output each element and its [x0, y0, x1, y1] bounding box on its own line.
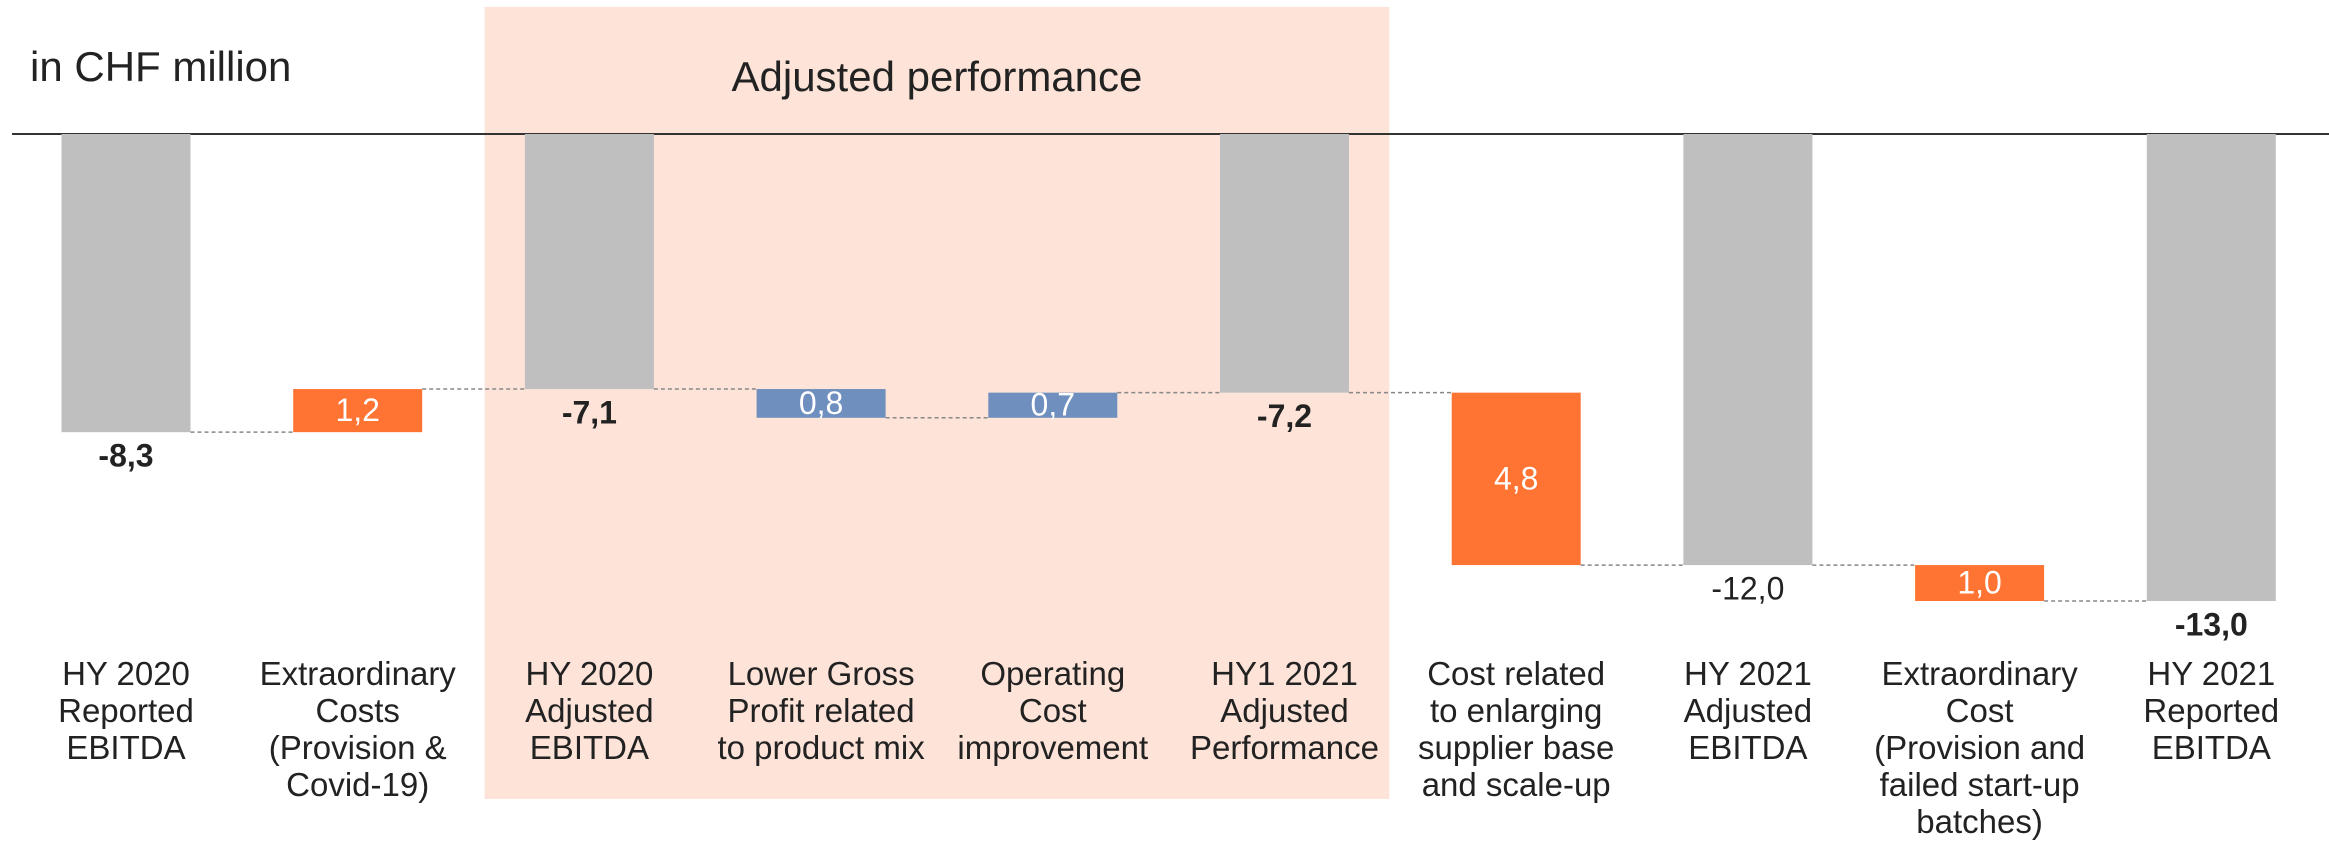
category-label-line: (Provision & [269, 729, 447, 766]
bar [2146, 134, 2276, 601]
category-label-line: supplier base [1418, 729, 1614, 766]
category-label-line: EBITDA [1688, 729, 1807, 766]
category-label-line: EBITDA [2152, 729, 2271, 766]
category-label-line: Cost related [1427, 655, 1605, 692]
bar [1915, 565, 2045, 601]
category-label-line: Adjusted [525, 692, 653, 729]
category-label-line: HY 2020 [525, 655, 653, 692]
category-label-line: Reported [2143, 692, 2279, 729]
bar [1220, 134, 1349, 393]
category-label-line: failed start-up [1880, 766, 2080, 803]
category-label-line: EBITDA [530, 729, 649, 766]
category-label-line: EBITDA [66, 729, 185, 766]
value-label: 0,8 [799, 385, 843, 421]
category-label-line: HY1 2021 [1211, 655, 1358, 692]
category-label: Lower Gross Profit related to product mix [717, 655, 925, 766]
category-label-line: Cost [1946, 692, 2014, 729]
bar [988, 392, 1118, 418]
highlight-label: Adjusted performance [731, 53, 1142, 100]
category-label: Extraordinary Cost (Provision and failed st… [1874, 655, 2085, 840]
category-label-line: Extraordinary [1881, 655, 2078, 692]
category-label-line: Cost [1019, 692, 1087, 729]
value-label: 0,7 [1031, 387, 1075, 423]
category-label-line: Covid-19) [286, 766, 429, 803]
category-label-line: (Provision and [1874, 729, 2085, 766]
value-label: -8,3 [98, 438, 153, 474]
value-label: 1,2 [335, 392, 379, 428]
category-label-line: Extraordinary [260, 655, 457, 692]
category-label: Cost related to enlarging supplier base and… [1418, 655, 1614, 803]
category-label: Extraordinary Costs (Provision & Covid-19) [260, 655, 457, 803]
value-label: -7,1 [562, 395, 617, 431]
category-label-line: HY 2021 [2147, 655, 2275, 692]
category-label-line: and scale-up [1422, 766, 1611, 803]
value-label: -7,2 [1257, 398, 1312, 434]
category-label: HY1 2021 Adjusted Performance [1190, 655, 1379, 766]
bar [756, 389, 886, 418]
bar [524, 134, 654, 390]
value-label: -13,0 [2175, 606, 2248, 642]
category-label-line: Adjusted [1684, 692, 1812, 729]
value-label: -12,0 [1711, 571, 1784, 607]
category-label-line: HY 2020 [62, 655, 190, 692]
bar [1451, 392, 1581, 566]
category-label-line: Lower Gross [728, 655, 915, 692]
category-label-line: Reported [58, 692, 194, 729]
bar [1683, 134, 1813, 566]
category-label: HY 2021 Adjusted EBITDA [1684, 655, 1812, 766]
unit-label: in CHF million [30, 43, 291, 90]
bar [61, 134, 191, 433]
category-label: HY 2020 Adjusted EBITDA [525, 655, 653, 766]
category-label-line: Profit related [728, 692, 915, 729]
category-label-line: to product mix [717, 729, 925, 766]
category-label-line: HY 2021 [1684, 655, 1812, 692]
category-label: HY 2020 Reported EBITDA [58, 655, 194, 766]
category-label: HY 2021 Reported EBITDA [2143, 655, 2279, 766]
category-label-line: Performance [1190, 729, 1379, 766]
category-label-line: Adjusted [1220, 692, 1348, 729]
value-label: 1,0 [1957, 564, 2001, 600]
category-label-line: batches) [1916, 803, 2043, 840]
category-label-line: to enlarging [1430, 692, 1602, 729]
category-label-line: improvement [957, 729, 1148, 766]
category-label-line: Operating [980, 655, 1125, 692]
category-label: Operating Cost improvement [957, 655, 1148, 766]
value-label: 4,8 [1494, 460, 1538, 496]
category-label-line: Costs [316, 692, 400, 729]
bar [293, 389, 423, 433]
